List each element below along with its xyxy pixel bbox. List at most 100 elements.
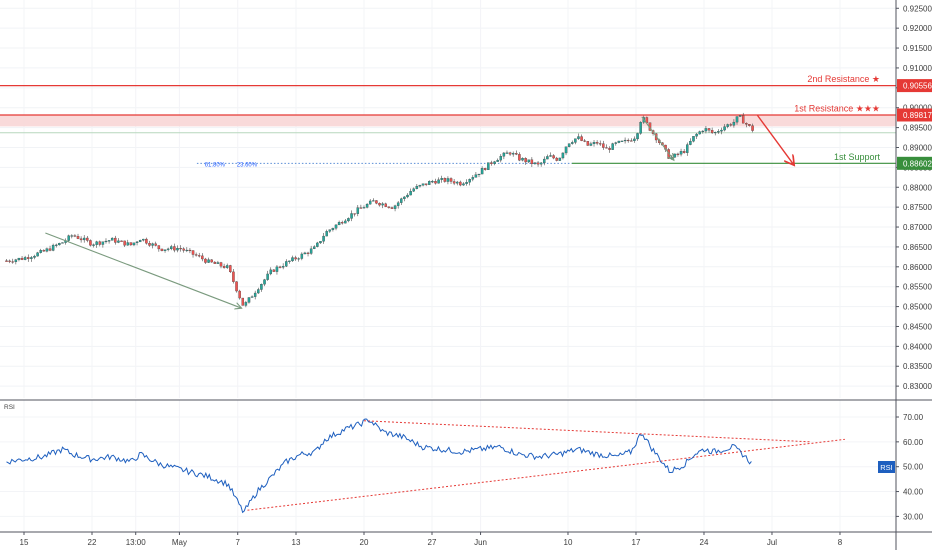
candle-body [741,115,745,124]
candle-body [89,240,92,246]
candle-body [633,138,636,141]
candle-body [185,249,189,252]
candle-body [297,258,300,260]
candle-body [222,265,226,268]
candle-body [384,203,387,207]
candle-body [745,123,748,125]
candle-body [608,148,611,150]
candle-body [166,248,170,250]
price-tick-label: 0.85500 [903,283,932,292]
candle-body [107,240,111,242]
candle-body [319,241,322,244]
candle-body [73,235,77,237]
time-tick-label: 20 [360,538,369,547]
candle-body [266,273,269,280]
candle-body [701,130,705,133]
price-tick-label: 0.83500 [903,362,932,371]
candle-body [235,281,238,292]
candle-body [101,241,105,245]
candle-body [23,257,27,260]
candle-body [67,235,70,241]
candle-body [55,244,58,246]
level-badge-label: 0.90556 [903,82,932,91]
candle-body [132,242,136,246]
candle-body [729,124,733,126]
candle-body [511,153,515,155]
level-badge-label: 0.89817 [903,111,932,120]
candle-body [145,238,148,244]
candle-body [173,246,176,251]
rsi-trendline [363,420,811,443]
candle-body [574,138,577,143]
candle-body [325,231,328,237]
candle-body [126,242,129,246]
time-tick-label: 24 [700,538,709,547]
candle-body [14,259,18,263]
candle-body [179,248,182,250]
candle-body [70,235,74,237]
candle-body [154,243,157,246]
candle-body [250,296,254,298]
candle-body [502,152,506,157]
candle-body [748,124,751,126]
candle-body [707,128,711,131]
candle-body [5,260,8,262]
candle-body [518,154,521,161]
candle-body [110,237,114,241]
time-tick-label: 22 [88,538,97,547]
candle-body [477,173,481,176]
candle-body [732,121,736,126]
candle-body [263,279,266,285]
candle-body [543,158,546,164]
candle-body [471,177,475,180]
candle-body [636,133,639,140]
candle-body [508,152,512,155]
candle-body [682,151,686,153]
candle-body [375,200,378,204]
candle-body [188,249,192,252]
rsi-tick-label: 30.00 [903,512,924,521]
candle-body [431,181,434,183]
time-tick-label: Jul [767,538,777,547]
candle-body [285,261,288,267]
candle-body [20,257,24,260]
price-candles [5,112,754,308]
candle-body [191,250,195,255]
candle-body [213,261,217,264]
candle-body [605,147,608,149]
level-badges: 0.90556 0.89817 0.88602 [897,79,932,170]
candle-body [86,237,89,241]
candle-body [617,140,621,143]
candle-body [48,248,52,251]
candle-body [483,168,487,170]
time-tick-label: 10 [564,538,573,547]
candle-body [229,265,232,273]
time-tick-label: 15 [20,538,29,547]
candle-body [303,252,307,255]
candle-body [555,157,558,161]
candle-body [558,157,562,161]
candle-body [278,266,282,268]
candle-body [602,143,605,148]
candle-body [306,252,310,254]
candle-body [580,136,583,141]
time-tick-label: May [172,538,187,547]
time-tick-label: 13:00 [126,538,147,547]
candle-body [695,133,698,137]
candle-body [17,257,21,260]
candle-body [247,297,251,303]
candle-body [571,142,574,144]
candle-body [751,125,754,131]
candle-body [157,245,161,250]
candle-body [490,162,493,164]
candle-body [135,241,139,243]
candle-body [350,213,353,219]
candle-body [546,156,549,160]
candle-body [704,128,708,132]
candle-body [61,242,64,244]
candle-body [524,158,527,163]
price-tick-label: 0.88000 [903,183,932,192]
rsi-lines: RSI [4,404,845,514]
price-tick-label: 0.84000 [903,342,932,351]
rsi-value-label: RSI [880,463,893,472]
